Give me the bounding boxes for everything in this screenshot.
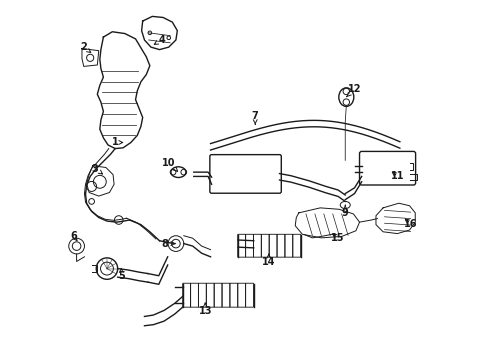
Text: 13: 13: [198, 303, 211, 316]
Text: 15: 15: [331, 233, 344, 243]
Text: 6: 6: [70, 231, 77, 242]
Text: 14: 14: [262, 254, 275, 267]
Text: 9: 9: [341, 205, 348, 218]
Text: 4: 4: [154, 35, 164, 45]
Text: 11: 11: [390, 171, 404, 181]
Text: 16: 16: [403, 219, 416, 229]
Text: 7: 7: [251, 111, 258, 124]
Text: 12: 12: [346, 84, 361, 97]
Text: 3: 3: [92, 163, 102, 174]
Text: 1: 1: [112, 138, 122, 148]
Text: 5: 5: [118, 268, 124, 282]
Text: 8: 8: [162, 239, 175, 249]
Text: 2: 2: [80, 42, 91, 53]
Text: 10: 10: [162, 158, 177, 171]
